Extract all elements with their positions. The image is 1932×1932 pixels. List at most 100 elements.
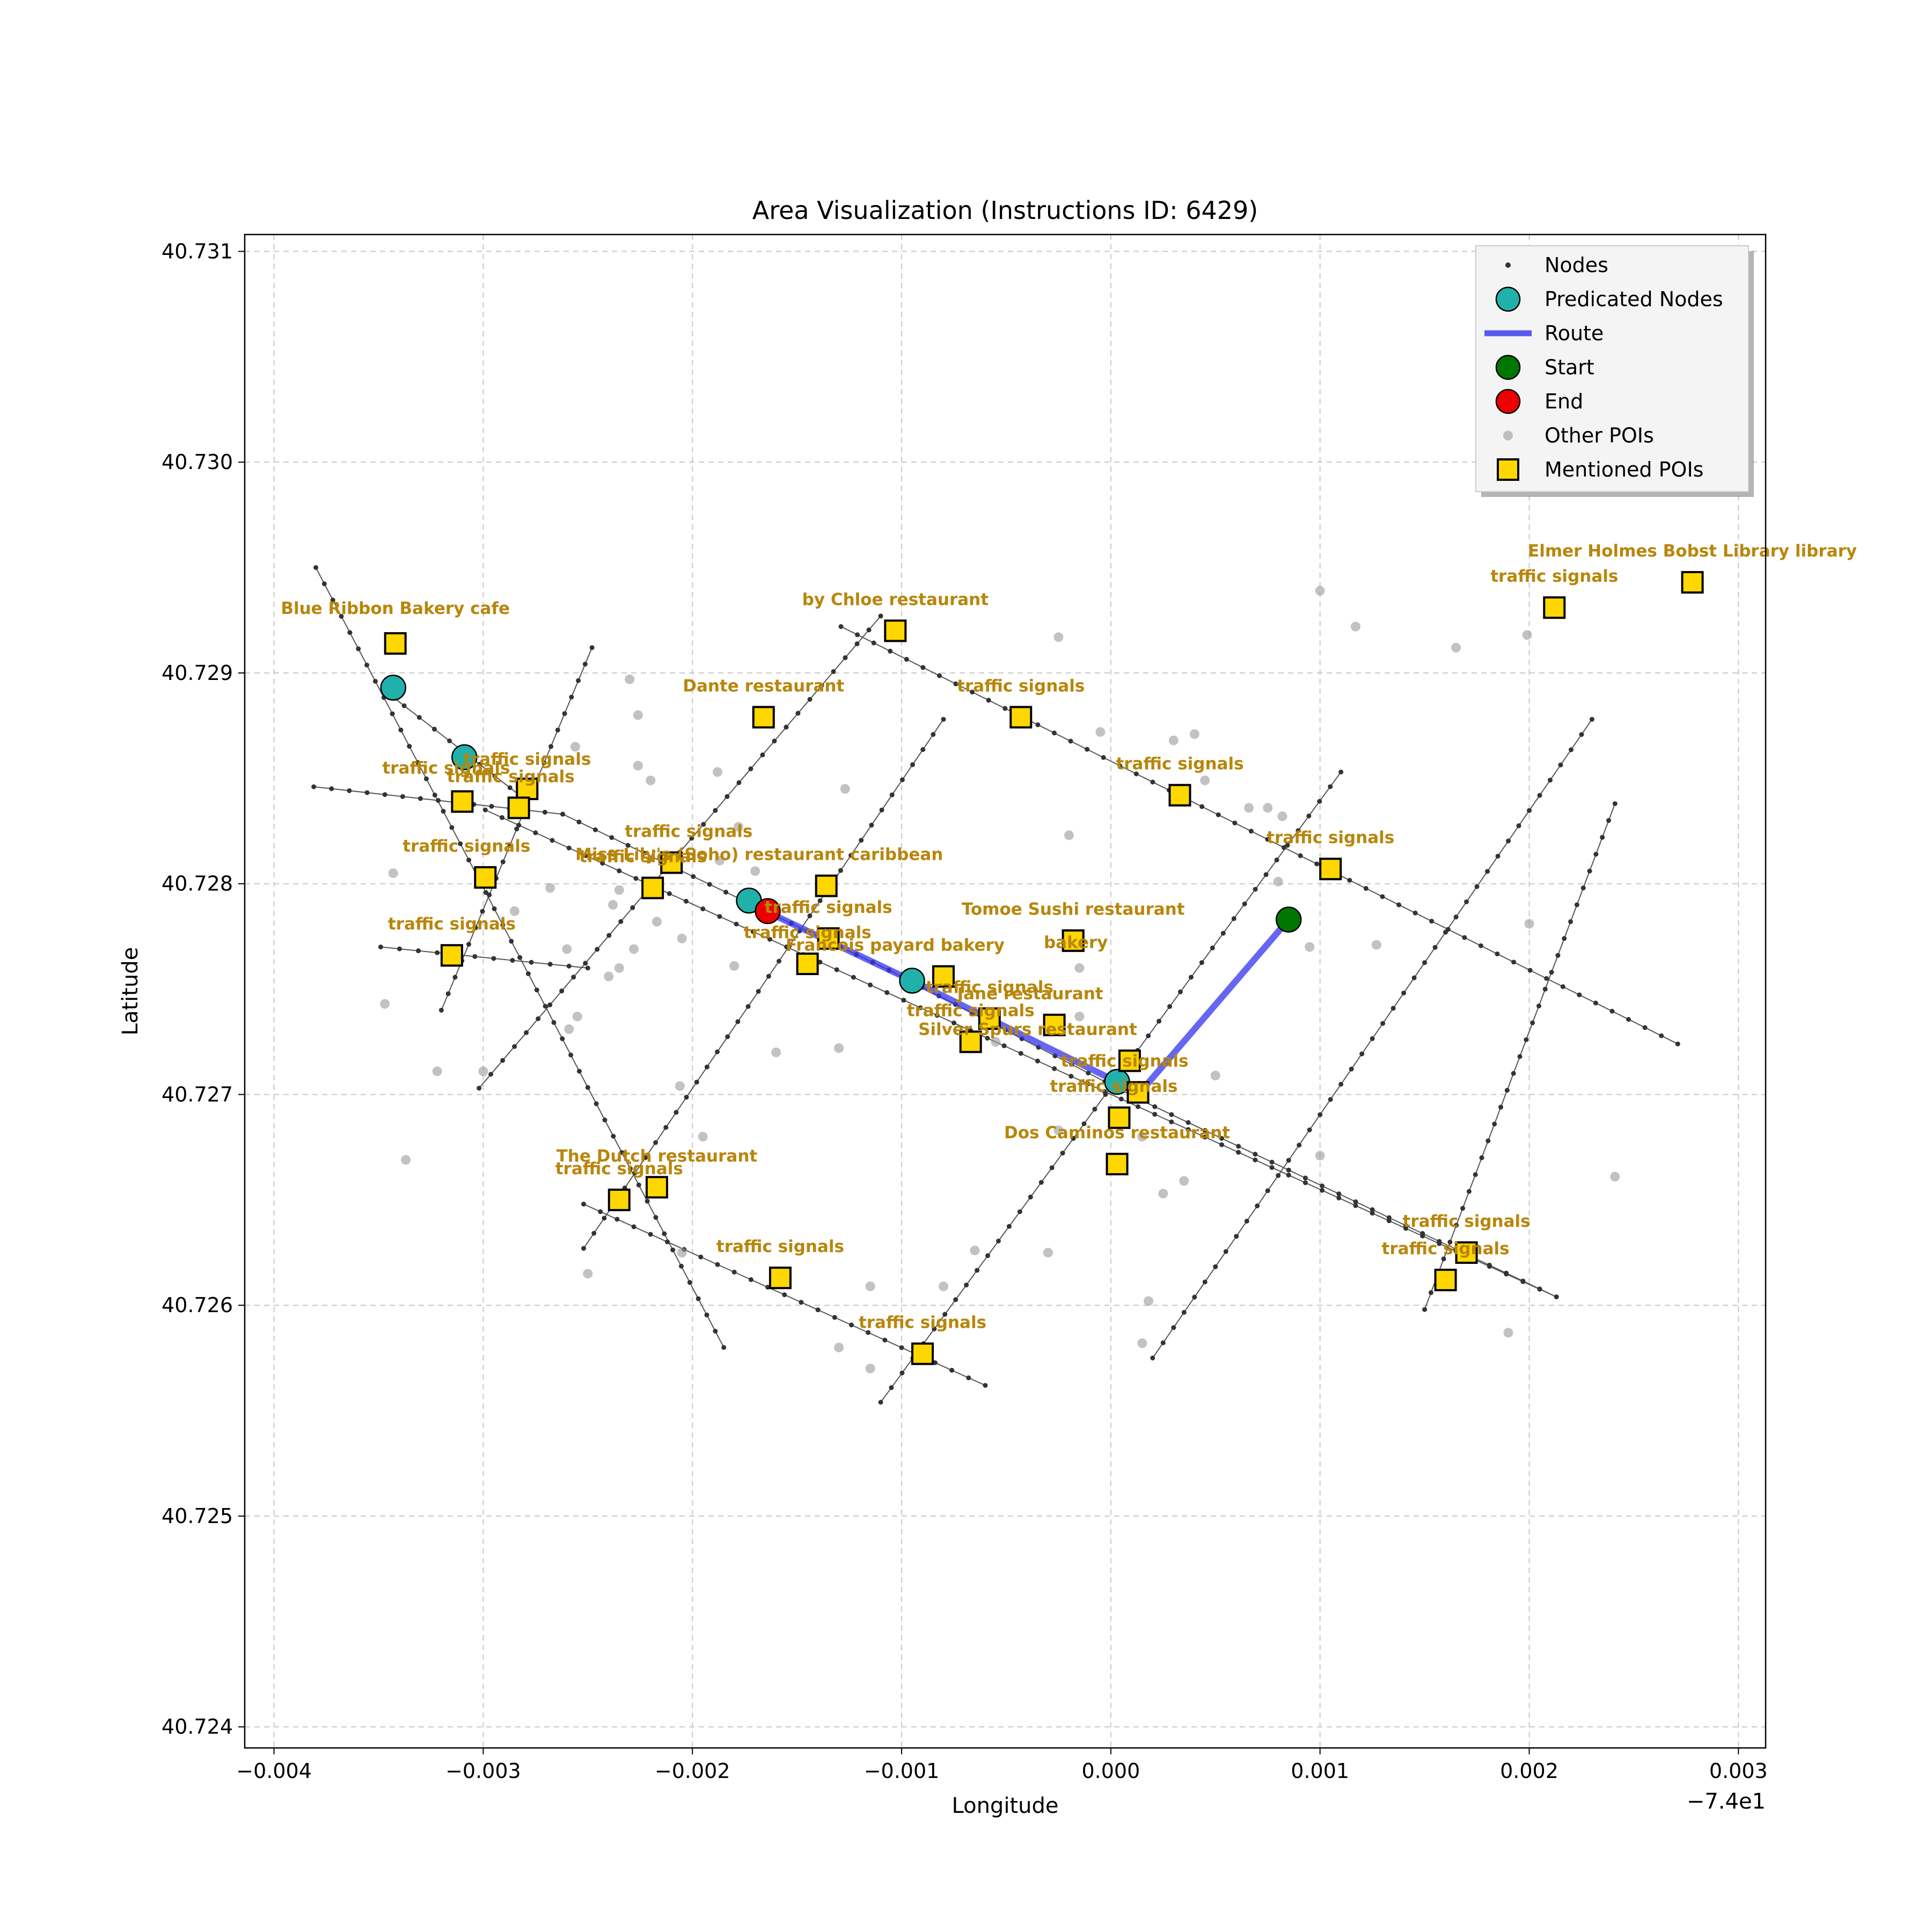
street-node [951, 1020, 956, 1026]
street-node [1443, 930, 1448, 935]
other-poi [652, 917, 662, 927]
other-poi [1273, 876, 1283, 887]
street-node [1447, 1239, 1453, 1245]
mentioned-poi [769, 1267, 792, 1290]
street-node [713, 808, 718, 813]
x-axis-offset-label: −7.4e1 [1687, 1789, 1766, 1814]
street-node [936, 673, 942, 678]
street-node [1192, 1294, 1197, 1300]
other-poi [733, 822, 743, 832]
y-tick-label: 40.731 [162, 239, 233, 263]
mentioned-poi-label: Jane restaurant [956, 984, 1103, 1004]
mentioned-poi-label: traffic signals [402, 837, 530, 856]
mentioned-poi [384, 632, 407, 655]
other-poi [1315, 1151, 1325, 1161]
street-node [1511, 1071, 1516, 1076]
street-node [555, 727, 560, 733]
legend-label: Predicated Nodes [1545, 288, 1723, 311]
street-node [1479, 1155, 1484, 1160]
street-node [1157, 1019, 1162, 1024]
street-node [817, 960, 823, 965]
mentioned-poi-label: bakery [1044, 933, 1108, 953]
street-node [1051, 730, 1057, 736]
legend-label: Nodes [1545, 253, 1608, 277]
other-poi [750, 866, 760, 876]
street-node [1485, 869, 1490, 874]
street-node [435, 950, 440, 955]
street-node [1606, 818, 1612, 823]
street-node [1101, 755, 1106, 760]
predicated-node [899, 968, 925, 994]
street-node [477, 762, 482, 767]
other-poi [939, 1281, 949, 1291]
street-node [832, 1315, 837, 1320]
street-node [492, 906, 497, 911]
street-node [642, 1155, 648, 1160]
street-node [525, 971, 531, 976]
street-node [364, 790, 370, 795]
street-node [713, 1328, 718, 1334]
mentioned-poi-label: traffic signals [1050, 1077, 1177, 1096]
street-node [583, 961, 588, 966]
street-node [529, 960, 534, 965]
other-poi [1189, 729, 1199, 739]
street-node [1286, 1158, 1291, 1163]
street-node [1035, 1058, 1040, 1064]
street-node [953, 1297, 958, 1302]
street-node [547, 962, 553, 967]
other-poi [562, 944, 572, 954]
other-poi [1522, 630, 1532, 640]
street-node [445, 991, 451, 997]
street-node [1253, 1152, 1258, 1157]
street-node [1432, 945, 1438, 950]
street-node [920, 665, 926, 670]
street-node [569, 694, 574, 700]
street-node [347, 788, 352, 793]
street-node [543, 1004, 548, 1009]
street-node [1060, 1151, 1065, 1156]
street-node [942, 1312, 948, 1317]
street-node [560, 811, 566, 817]
street-node [1530, 1020, 1535, 1026]
street-node [1152, 1111, 1158, 1117]
street-node [1081, 1121, 1087, 1126]
street-node [559, 989, 565, 994]
street-node [964, 1282, 969, 1287]
mentioned-poi-label: traffic signals [388, 914, 516, 934]
x-tick-label: 0.002 [1500, 1759, 1558, 1783]
street-node [838, 868, 843, 873]
street-node [1317, 799, 1322, 804]
street-node [807, 913, 813, 919]
street-node [1336, 1191, 1342, 1197]
other-poi [1371, 940, 1381, 950]
street-node [372, 678, 378, 684]
other-poi [1053, 632, 1064, 642]
mentioned-poi [911, 1342, 934, 1365]
street-node [725, 1034, 730, 1040]
mentioned-poi [1043, 1013, 1066, 1036]
street-node [542, 809, 547, 815]
mentioned-poi [451, 790, 474, 813]
street-node [617, 868, 622, 874]
legend-symbol-end [1495, 389, 1521, 414]
street-node [1001, 1043, 1007, 1049]
street-node [1464, 899, 1469, 904]
street-node [480, 909, 485, 914]
street-node [878, 1400, 883, 1405]
mentioned-poi [817, 927, 840, 950]
street-node [1281, 845, 1286, 850]
mentioned-poi-label: traffic signals [859, 1313, 986, 1333]
street-node [698, 1254, 704, 1260]
mentioned-poi [1009, 706, 1033, 729]
street-node [600, 860, 605, 866]
other-poi [1263, 803, 1273, 813]
street-node [1202, 1279, 1208, 1285]
legend: Nodes Predicated Nodes Route Start End Other … [1475, 245, 1754, 497]
street-node [1349, 1066, 1354, 1072]
street-node [507, 843, 513, 848]
street-node [524, 1030, 529, 1035]
mentioned-poi [660, 851, 683, 874]
street-node [1579, 732, 1584, 737]
mentioned-poi [1062, 929, 1085, 952]
